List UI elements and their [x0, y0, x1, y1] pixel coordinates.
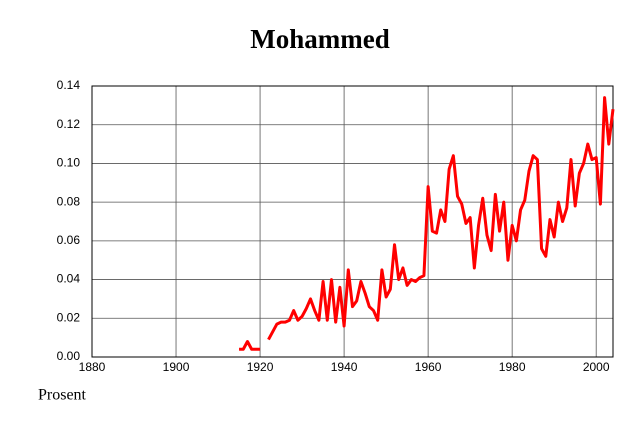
x-tick-label: 1940 [331, 360, 358, 374]
x-tick-label: 1880 [79, 360, 106, 374]
chart-title: Mohammed [250, 24, 389, 54]
y-tick-label: 0.00 [57, 349, 81, 363]
y-tick-label: 0.14 [57, 78, 81, 92]
y-axis-label: Prosent [38, 387, 87, 404]
y-tick-label: 0.08 [57, 194, 81, 208]
x-tick-label: 1920 [247, 360, 274, 374]
x-tick-label: 1980 [499, 360, 526, 374]
y-tick-label: 0.06 [57, 233, 81, 247]
data-line [239, 96, 615, 351]
y-tick-label: 0.10 [57, 156, 81, 170]
y-tick-label: 0.12 [57, 117, 81, 131]
y-tick-label: 0.04 [57, 272, 81, 286]
x-tick-label: 1900 [163, 360, 190, 374]
x-tick-label: 2000 [583, 360, 610, 374]
plot-frame [91, 85, 614, 358]
y-tick-label: 0.02 [57, 310, 81, 324]
x-tick-label: 1960 [415, 360, 442, 374]
